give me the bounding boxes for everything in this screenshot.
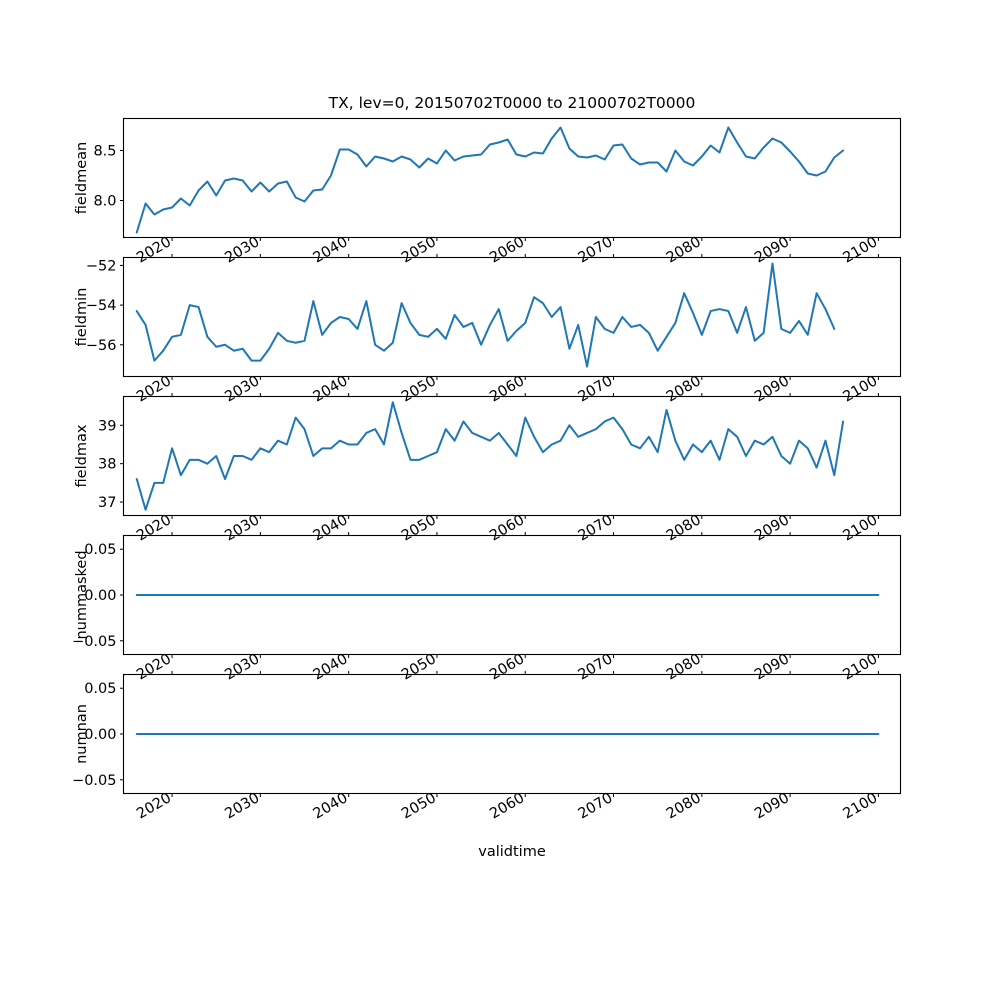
panel-fieldmean: 8.0 8.5 2020 2030 2040 2050 2060 2070 2080 2090 21…: [74, 117, 902, 266]
x-tick-label: 2100: [840, 790, 880, 822]
x-tick-label: 2050: [399, 234, 439, 266]
x-tick-label: 2080: [664, 790, 704, 822]
y-tick-label: 0.00: [84, 727, 116, 743]
x-tick-label: 2090: [752, 373, 792, 405]
x-tick-label: 2060: [487, 512, 527, 544]
panel-fieldmax: 37 38 39 2020 2030 2040 2050 2060 2070 2080 2090 21…: [74, 393, 902, 544]
y-axis-label: nummasked: [74, 550, 90, 639]
x-tick-label: 2080: [664, 651, 704, 683]
x-tick-label: 2080: [664, 234, 704, 266]
x-tick-label: 2030: [222, 373, 262, 405]
x-tick-label: 2030: [222, 512, 262, 544]
data-line-fieldmean: [135, 126, 845, 234]
x-tick-label: 2070: [576, 373, 616, 405]
x-tick-label: 2090: [752, 790, 792, 822]
x-tick-label: 2070: [576, 790, 616, 822]
x-tick-label: 2040: [311, 512, 351, 544]
x-tick-label: 2070: [576, 651, 616, 683]
x-tick-label: 2020: [134, 651, 174, 683]
x-tick-label: 2060: [487, 651, 527, 683]
x-tick-label: 2100: [840, 234, 880, 266]
y-axis-label: fieldmax: [74, 424, 90, 487]
x-tick-label: 2040: [311, 790, 351, 822]
axes-spines: [122, 256, 902, 378]
x-tick-label: 2060: [487, 373, 527, 405]
y-tick-label: 8.0: [93, 194, 116, 210]
y-axis-label: fieldmean: [74, 142, 90, 214]
x-tick-label: 2040: [311, 373, 351, 405]
y-tick-label: −0.05: [72, 634, 116, 650]
y-tick-label: 0.05: [84, 542, 116, 558]
x-tick-label: 2050: [399, 373, 439, 405]
y-axis-label: fieldmin: [74, 288, 90, 347]
figure-title: TX, lev=0, 20150702T0000 to 21000702T000…: [328, 94, 696, 112]
data-line-fieldmin: [135, 262, 836, 368]
panel-nummasked: −0.05 0.00 0.05 2020 2030 2040 2050 2060 2070 208…: [72, 532, 902, 683]
x-tick-label: 2090: [752, 234, 792, 266]
x-tick-label: 2080: [664, 373, 704, 405]
x-tick-label: 2030: [222, 790, 262, 822]
x-tick-label: 2020: [134, 234, 174, 266]
x-tick-label: 2070: [576, 512, 616, 544]
axes-spines: [122, 117, 902, 239]
x-tick-label: 2030: [222, 651, 262, 683]
y-tick-label: −0.05: [72, 773, 116, 789]
x-tick-label: 2050: [399, 651, 439, 683]
y-tick-label: −54: [86, 298, 117, 314]
x-tick-label: 2100: [840, 651, 880, 683]
x-tick-label: 2080: [664, 512, 704, 544]
x-tick-label: 2060: [487, 234, 527, 266]
y-tick-label: 38: [98, 457, 116, 473]
data-line-fieldmax: [135, 401, 845, 511]
y-tick-label: 37: [98, 495, 116, 511]
panel-numnan: −0.05 0.00 0.05 2020 2030 2040 2050 2060 2070 208…: [72, 671, 902, 822]
x-tick-label: 2040: [311, 234, 351, 266]
x-tick-label: 2020: [134, 790, 174, 822]
y-axis-label: numnan: [74, 704, 90, 764]
x-tick-label: 2050: [399, 512, 439, 544]
y-tick-label: 39: [98, 418, 116, 434]
y-tick-label: 8.5: [93, 144, 116, 160]
x-tick-label: 2100: [840, 373, 880, 405]
x-tick-label: 2070: [576, 234, 616, 266]
y-tick-label: 0.00: [84, 588, 116, 604]
x-tick-label: 2060: [487, 790, 527, 822]
x-axis-label: validtime: [478, 844, 546, 860]
x-tick-label: 2050: [399, 790, 439, 822]
y-tick-label: 0.05: [84, 681, 116, 697]
panel-group: 8.0 8.5 2020 2030 2040 2050 2060 2070 2080 2090 21…: [72, 117, 902, 822]
x-tick-label: 2020: [134, 373, 174, 405]
x-tick-label: 2090: [752, 651, 792, 683]
axes-spines: [122, 395, 902, 517]
panel-fieldmin: −56 −54 −52 2020 2030 2040 2050 2060 2070 2080 209…: [74, 254, 902, 405]
x-tick-label: 2030: [222, 234, 262, 266]
y-tick-label: −56: [86, 338, 117, 354]
x-tick-label: 2020: [134, 512, 174, 544]
x-tick-label: 2040: [311, 651, 351, 683]
x-tick-label: 2090: [752, 512, 792, 544]
x-tick-label: 2100: [840, 512, 880, 544]
y-tick-label: −52: [86, 258, 117, 274]
